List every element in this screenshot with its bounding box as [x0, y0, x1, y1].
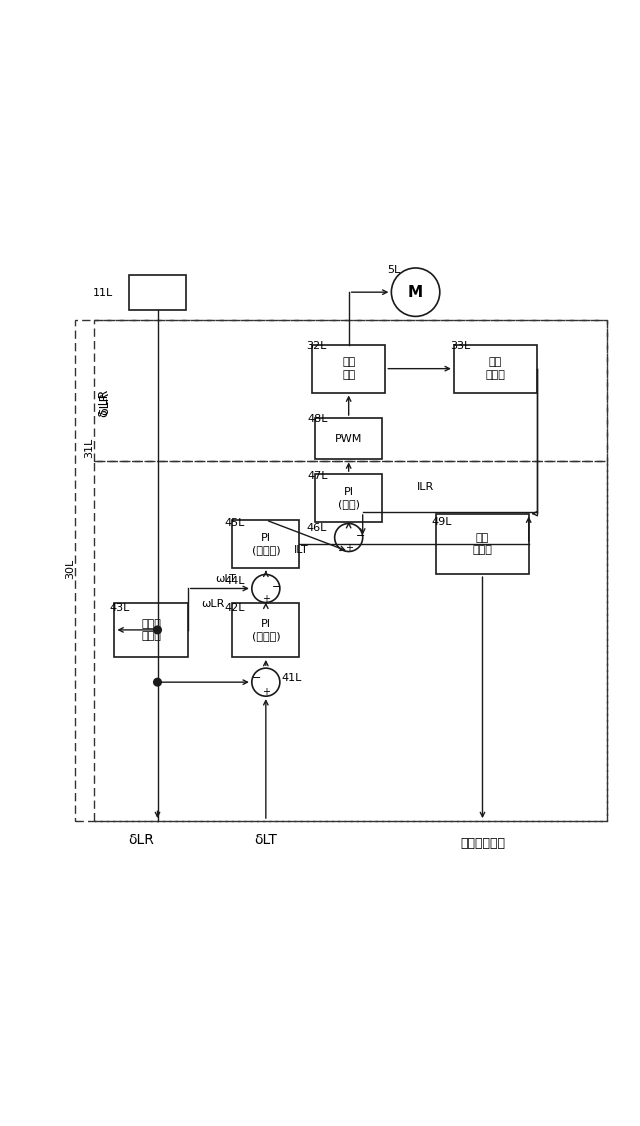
Bar [312, 345, 385, 393]
Text: PI
(電流): PI (電流) [338, 486, 360, 509]
Circle shape [154, 626, 161, 634]
Text: −: − [252, 672, 261, 682]
Text: 49L: 49L [431, 517, 452, 527]
Text: 41L: 41L [282, 672, 302, 682]
Text: δ LR: δ LR [98, 390, 111, 418]
Text: 46L: 46L [306, 522, 326, 533]
Bar [129, 275, 186, 310]
Bar [75, 320, 607, 821]
Circle shape [154, 678, 161, 686]
Text: M: M [408, 285, 423, 300]
Bar [232, 602, 300, 656]
Text: PWM: PWM [335, 434, 362, 444]
Text: 第一失陀情報: 第一失陀情報 [460, 837, 505, 850]
Text: 駆動
回路: 駆動 回路 [342, 357, 355, 379]
Text: 電流
検出部: 電流 検出部 [485, 357, 505, 379]
Bar [115, 602, 188, 656]
Text: 33L: 33L [451, 341, 471, 351]
Text: −: − [355, 530, 365, 540]
Text: 失局
検出部: 失局 検出部 [472, 533, 492, 555]
Text: +: + [262, 593, 270, 604]
Text: δLR: δLR [129, 833, 154, 847]
Text: 5L: 5L [387, 265, 400, 275]
Text: ωLT: ωLT [215, 574, 236, 584]
Text: δLR: δLR [98, 392, 111, 415]
Text: PI
(転裉角): PI (転裉角) [252, 618, 280, 641]
Bar [94, 320, 607, 461]
Text: δLT: δLT [254, 833, 277, 847]
Text: −: − [272, 581, 282, 591]
Text: 43L: 43L [109, 602, 130, 613]
Bar [316, 418, 382, 459]
Text: ILR: ILR [417, 482, 434, 492]
Text: +: + [345, 543, 353, 553]
Text: 角速度
演算部: 角速度 演算部 [141, 618, 161, 641]
Bar [454, 345, 537, 393]
Text: 47L: 47L [307, 472, 328, 481]
Text: 48L: 48L [307, 414, 328, 425]
Bar [94, 461, 607, 821]
Text: 44L: 44L [225, 575, 245, 586]
Text: 32L: 32L [306, 341, 326, 351]
Text: 45L: 45L [225, 518, 244, 528]
Bar [436, 513, 529, 574]
Bar [232, 520, 300, 568]
Text: 31L: 31L [84, 438, 94, 458]
Text: PI
(角速度): PI (角速度) [252, 533, 280, 555]
Bar [316, 474, 382, 521]
Text: ILT: ILT [294, 545, 308, 555]
Text: ωLR: ωLR [201, 599, 225, 609]
Text: +: + [262, 687, 270, 697]
Text: 30L: 30L [65, 560, 76, 580]
Text: 11L: 11L [93, 288, 113, 297]
Text: 42L: 42L [225, 602, 245, 613]
